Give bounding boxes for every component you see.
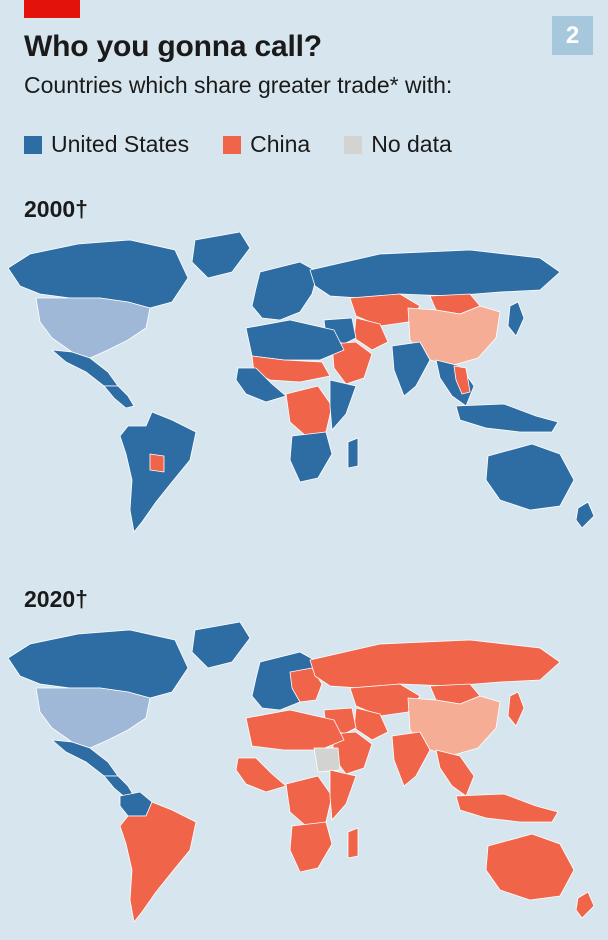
country-region-india	[391, 341, 431, 397]
country-region-central-asia	[349, 293, 421, 327]
map-year-label-2000: 2000†	[24, 196, 88, 222]
country-region-north-america	[7, 239, 189, 309]
world-map-2020	[7, 621, 595, 923]
legend-label-china: China	[250, 131, 311, 157]
country-region-greenland	[191, 621, 251, 669]
brand-red-bar	[24, 0, 80, 18]
legend-swatch-united-states	[24, 135, 42, 154]
map-year-label-2020: 2020†	[24, 586, 88, 612]
country-region-north-africa	[245, 709, 345, 751]
country-region-central-africa	[285, 385, 333, 437]
country-region-southern-africa	[289, 431, 333, 483]
country-region-new-zealand	[575, 891, 595, 919]
country-region-madagascar	[347, 437, 359, 469]
country-region-south-america	[119, 411, 197, 533]
country-region-vietnam	[453, 365, 471, 395]
country-region-new-zealand	[575, 501, 595, 529]
country-region-central-africa	[285, 775, 333, 827]
country-region-usa	[35, 687, 151, 749]
country-region-central-asia	[349, 683, 421, 717]
country-region-greenland	[191, 231, 251, 279]
country-region-paraguay	[149, 453, 165, 473]
country-region-south-america	[119, 801, 197, 923]
country-region-indonesia	[455, 403, 559, 433]
country-region-usa	[35, 297, 151, 359]
legend-label-united-states: United States	[51, 131, 190, 157]
country-region-central-america	[103, 385, 135, 409]
country-region-arabia	[331, 341, 373, 385]
legend-item-no-data: No data	[344, 131, 452, 158]
chart-title: Who you gonna call?	[24, 30, 322, 63]
country-region-eastern-europe	[289, 667, 323, 703]
chart-subtitle: Countries which share greater trade* wit…	[24, 72, 453, 98]
country-region-russia	[309, 639, 561, 689]
country-region-indonesia	[455, 793, 559, 823]
country-region-west-africa	[235, 367, 287, 403]
country-region-north-america	[7, 629, 189, 699]
legend-item-united-states: United States	[24, 131, 189, 158]
country-region-japan	[507, 301, 525, 337]
country-region-east-africa	[329, 769, 357, 821]
world-map-2000	[7, 231, 595, 533]
country-region-australia	[485, 443, 575, 511]
legend-item-china: China	[223, 131, 310, 158]
country-region-sudan	[313, 747, 341, 773]
country-region-east-africa	[329, 379, 357, 431]
legend: United States China No data	[24, 131, 486, 158]
legend-swatch-china	[223, 135, 242, 154]
country-region-madagascar	[347, 827, 359, 859]
legend-swatch-no-data	[344, 135, 363, 154]
country-region-southeast-asia	[435, 749, 475, 797]
country-region-japan	[507, 691, 525, 727]
figure-number-badge: 2	[552, 16, 593, 55]
country-region-europe	[251, 261, 319, 321]
country-region-australia	[485, 833, 575, 901]
legend-label-no-data: No data	[371, 131, 452, 157]
country-region-india	[391, 731, 431, 787]
country-region-russia	[309, 249, 561, 299]
country-region-southern-africa	[289, 821, 333, 873]
country-region-west-africa	[235, 757, 287, 793]
